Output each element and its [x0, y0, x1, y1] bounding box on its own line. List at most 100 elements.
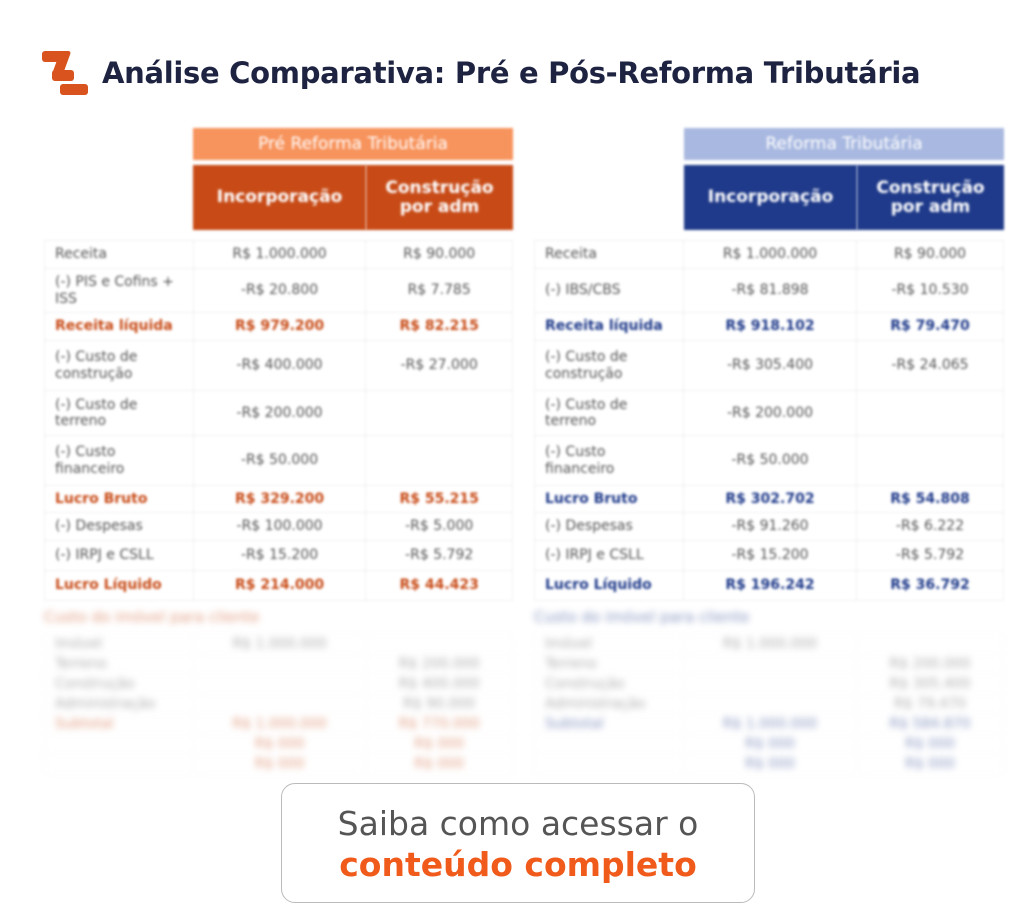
table-cell: -R$ 15.200	[683, 540, 857, 571]
table-row: (-) IBS/CBS -R$ 81.898 -R$ 10.530	[534, 268, 1004, 313]
table-cell: (-) PIS e Cofins + ISS	[44, 268, 194, 313]
table-cell: -R$ 200.000	[683, 390, 857, 436]
table-cell: Receita líquida	[44, 312, 194, 341]
table-cell: Imóvel	[44, 634, 194, 655]
right-section-title: Custo do imóvel para cliente	[534, 608, 750, 626]
table-cell	[534, 754, 684, 775]
table-cell: -R$ 20.800	[192, 268, 367, 313]
cta-line1: Saiba como acessar o	[337, 804, 699, 843]
table-cell: R$ 214.000	[192, 570, 367, 601]
table-cell: R$ 1.000.000	[192, 240, 367, 269]
table-row: Terreno R$ 200.000	[534, 654, 1004, 675]
left-col-header-incorporacao: Incorporação	[193, 165, 366, 230]
table-cell	[44, 734, 194, 755]
table-cell: Receita	[44, 240, 194, 269]
table-row: Receita líquida R$ 979.200 R$ 82.215	[44, 312, 513, 341]
table-cell: R$ 55.215	[365, 485, 513, 513]
table-row: (-) IRPJ e CSLL -R$ 15.200 -R$ 5.792	[44, 540, 513, 571]
table-cell: -R$ 10.530	[856, 268, 1004, 313]
table-cell: Administração	[534, 694, 684, 715]
right-col-header-incorporacao: Incorporação	[684, 165, 857, 230]
page-title-block: Análise Comparativa: Pré e Pós-Reforma T…	[40, 48, 921, 98]
table-cell	[856, 435, 1004, 486]
table-row: Administração R$ 79.470	[534, 694, 1004, 715]
table-cell: Subtotal	[534, 714, 684, 735]
table-cell: Receita líquida	[534, 312, 684, 341]
table-cell: -R$ 100.000	[192, 512, 367, 541]
table-cell: -R$ 24.065	[856, 340, 1004, 391]
table-cell: Lucro Líquido	[44, 570, 194, 601]
table-cell: Subtotal	[44, 714, 194, 735]
table-row: R$ 000 R$ 000	[44, 754, 513, 775]
table-cell: R$ 90.000	[365, 694, 513, 715]
table-cell: Terreno	[44, 654, 194, 675]
table-cell: (-) IRPJ e CSLL	[534, 540, 684, 571]
table-cell	[683, 694, 857, 715]
left-section-title: Custo do imóvel para cliente	[44, 608, 260, 626]
table-cell: Imóvel	[534, 634, 684, 655]
right-group-header: Reforma Tributária	[684, 128, 1004, 160]
page-title: Análise Comparativa: Pré e Pós-Reforma T…	[102, 56, 921, 90]
table-cell: R$ 79.470	[856, 312, 1004, 341]
table-cell	[683, 674, 857, 695]
table-cell: (-) Custo financeiro	[44, 435, 194, 486]
table-cell: (-) Custo de terreno	[44, 390, 194, 436]
table-cell: -R$ 27.000	[365, 340, 513, 391]
table-row: Subtotal R$ 1.000.000 R$ 584.870	[534, 714, 1004, 735]
table-cell: R$ 000	[683, 754, 857, 775]
left-table: Receita R$ 1.000.000 R$ 90.000 (-) PIS e Co…	[44, 240, 513, 601]
table-cell: R$ 54.808	[856, 485, 1004, 513]
table-cell: Administração	[44, 694, 194, 715]
table-cell: R$ 200.000	[856, 654, 1004, 675]
table-cell: -R$ 5.792	[856, 540, 1004, 571]
table-cell	[365, 634, 513, 655]
table-cell: R$ 000	[856, 734, 1004, 755]
right-table: Receita R$ 1.000.000 R$ 90.000 (-) IBS/CBS -…	[534, 240, 1004, 601]
table-cell: R$ 000	[365, 754, 513, 775]
table-cell	[192, 694, 367, 715]
table-cell	[856, 390, 1004, 436]
table-row: Construção R$ 305.400	[534, 674, 1004, 695]
table-cell: R$ 000	[192, 734, 367, 755]
right-client-cost-table: Imóvel R$ 1.000.000 Terreno R$ 200.000 Const…	[534, 634, 1004, 775]
table-cell: (-) Custo de construção	[44, 340, 194, 391]
table-cell: Construção	[44, 674, 194, 695]
access-content-button[interactable]: Saiba como acessar o conteúdo completo	[281, 783, 755, 903]
table-cell: -R$ 50.000	[683, 435, 857, 486]
left-col-header-construcao: Construção por adm	[366, 165, 513, 230]
table-cell: R$ 770.000	[365, 714, 513, 735]
table-cell	[192, 654, 367, 675]
table-cell: (-) IBS/CBS	[534, 268, 684, 313]
table-cell	[44, 754, 194, 775]
table-cell: (-) Custo de terreno	[534, 390, 684, 436]
table-cell: (-) IRPJ e CSLL	[44, 540, 194, 571]
table-cell: -R$ 305.400	[683, 340, 857, 391]
table-cell: R$ 329.200	[192, 485, 367, 513]
table-cell: (-) Custo de construção	[534, 340, 684, 391]
table-cell: R$ 584.870	[856, 714, 1004, 735]
table-cell: R$ 90.000	[365, 240, 513, 269]
table-cell: R$ 1.000.000	[192, 634, 367, 655]
table-row: Imóvel R$ 1.000.000	[44, 634, 513, 655]
table-cell: R$ 1.000.000	[683, 240, 857, 269]
table-row: R$ 000 R$ 000	[44, 734, 513, 755]
table-cell: -R$ 5.792	[365, 540, 513, 571]
table-cell: R$ 7.785	[365, 268, 513, 313]
table-row: Administração R$ 90.000	[44, 694, 513, 715]
table-row: (-) Custo de construção -R$ 400.000 -R$ 27…	[44, 340, 513, 391]
table-cell: R$ 979.200	[192, 312, 367, 341]
table-cell: R$ 400.000	[365, 674, 513, 695]
cta-line2: conteúdo completo	[339, 845, 697, 884]
table-cell: R$ 200.000	[365, 654, 513, 675]
table-cell: -R$ 400.000	[192, 340, 367, 391]
table-cell: Lucro Líquido	[534, 570, 684, 601]
table-cell: R$ 1.000.000	[683, 634, 857, 655]
table-cell	[534, 734, 684, 755]
table-cell: R$ 305.400	[856, 674, 1004, 695]
table-row: Receita líquida R$ 918.102 R$ 79.470	[534, 312, 1004, 341]
table-row: Imóvel R$ 1.000.000	[534, 634, 1004, 655]
table-cell: -R$ 5.000	[365, 512, 513, 541]
table-row: Receita R$ 1.000.000 R$ 90.000	[44, 240, 513, 269]
table-cell: R$ 918.102	[683, 312, 857, 341]
table-cell: R$ 90.000	[856, 240, 1004, 269]
